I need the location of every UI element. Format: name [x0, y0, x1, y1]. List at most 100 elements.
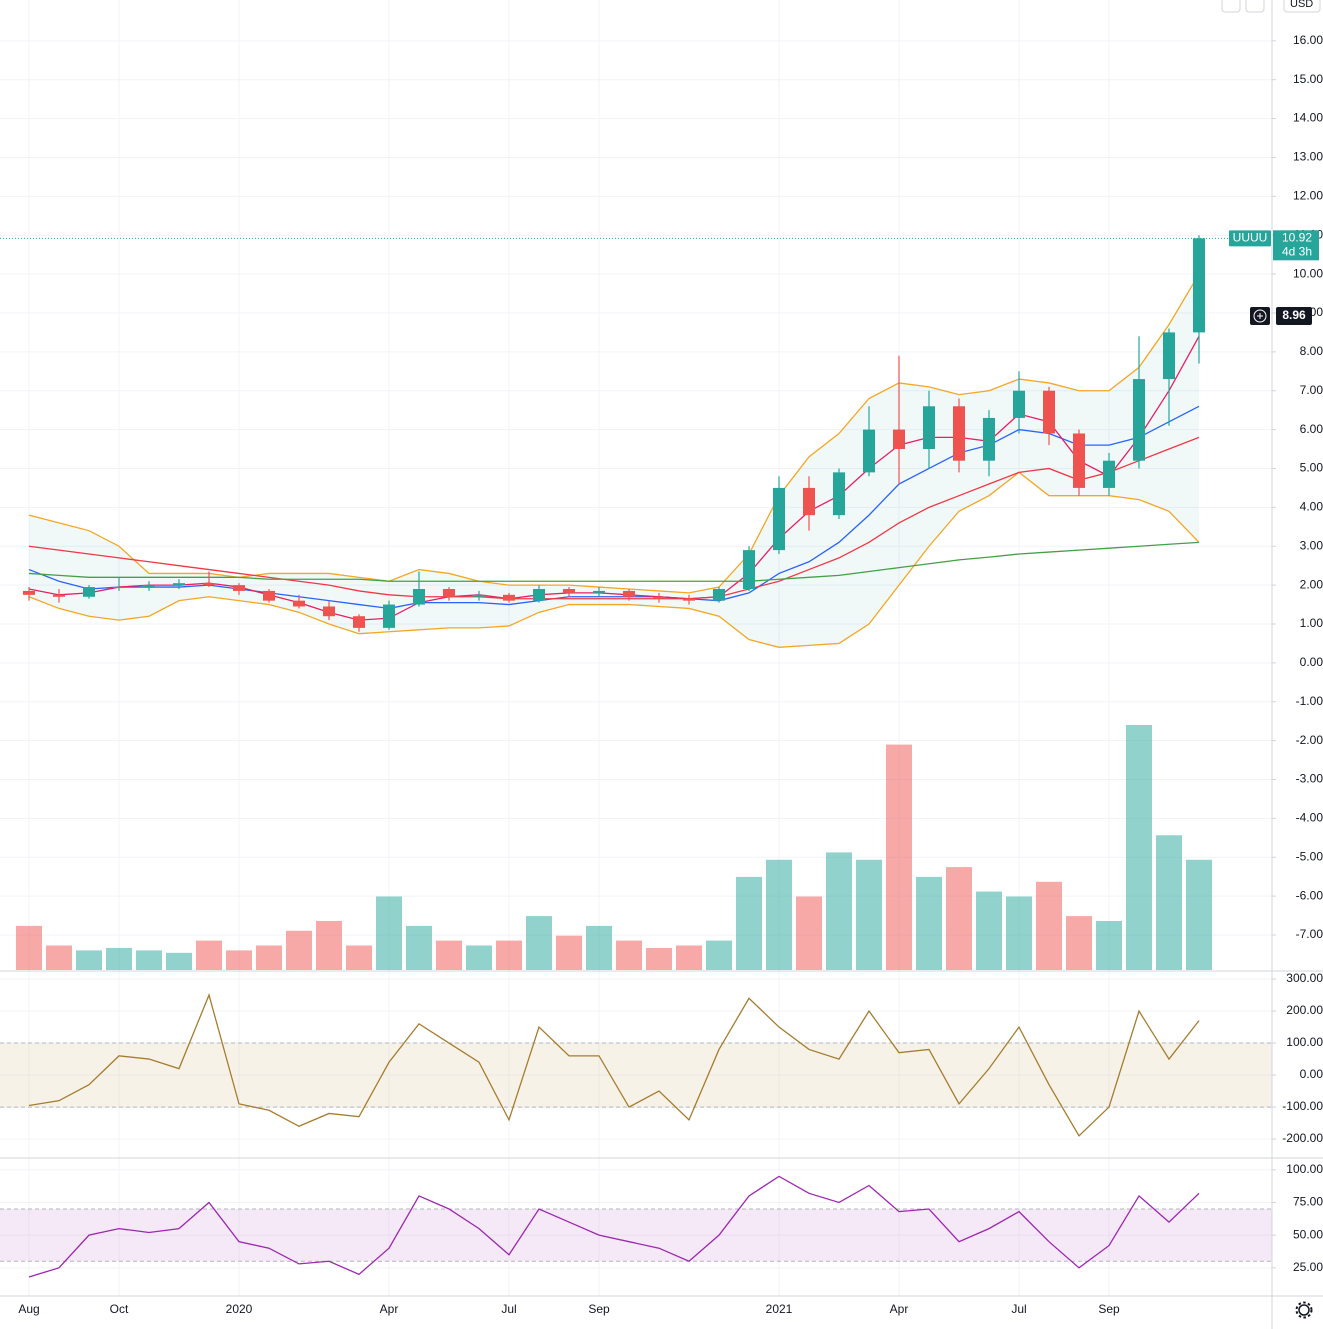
rsi-line [28, 1175, 1200, 1278]
candle-body [743, 550, 755, 589]
y-tick-label: -4.00 [1296, 811, 1323, 825]
band-fill [29, 274, 1199, 648]
symbol-label: UUUU [1233, 230, 1268, 244]
candle-body [383, 604, 395, 628]
x-tick-label: Apr [380, 1302, 399, 1316]
volume-bar [766, 859, 792, 970]
candle-body [1103, 460, 1115, 488]
currency-label[interactable]: USD [1290, 0, 1313, 10]
candle-body [893, 429, 905, 450]
candle-body [353, 616, 365, 628]
volume-bar [256, 945, 282, 970]
volume-bar [676, 945, 702, 970]
volume-bar [226, 950, 252, 970]
gear-icon[interactable] [1298, 1304, 1310, 1316]
x-tick-label: 2020 [226, 1302, 253, 1316]
overlay-line [28, 335, 1200, 621]
volume-bar [106, 947, 132, 970]
symbol-tag [1229, 230, 1271, 247]
y-tick-label: -3.00 [1296, 772, 1323, 786]
y-tick-label: 0.00 [1300, 655, 1323, 669]
candle-body [593, 590, 605, 593]
volume-bar [286, 930, 312, 970]
candle-body [323, 606, 335, 617]
candle-body [1073, 433, 1085, 488]
y-tick-label: 5.00 [1300, 461, 1323, 475]
y-tick-label: 4.00 [1300, 500, 1323, 514]
volume-bar [1156, 835, 1182, 970]
volume-bar [1066, 916, 1092, 970]
y-tick-label: 15.00 [1293, 72, 1323, 86]
grid [0, 0, 1272, 1296]
y-tick-label: 300.00 [1286, 971, 1323, 985]
candle-body [863, 429, 875, 473]
x-tick-label: Aug [18, 1302, 39, 1316]
candle-body [803, 487, 815, 516]
overlay-line [28, 405, 1200, 610]
volume-bar [826, 852, 852, 970]
candle-body [623, 590, 635, 597]
cci-line [28, 993, 1200, 1137]
volume-bar [46, 945, 72, 970]
overlay-line [28, 273, 1200, 594]
y-tick-label: 12.00 [1293, 189, 1323, 203]
volume-bar [436, 940, 462, 970]
volume-bar [916, 876, 942, 970]
volume-bar [346, 945, 372, 970]
x-tick-label: 2021 [766, 1302, 793, 1316]
y-tick-label: -2.00 [1296, 733, 1323, 747]
y-tick-label: 75.00 [1293, 1195, 1323, 1209]
candle-body [53, 594, 65, 597]
settings-gear[interactable] [1295, 1301, 1313, 1319]
download-button[interactable] [1221, 0, 1241, 13]
volume-bar [526, 916, 552, 970]
y-tick-label: 200.00 [1286, 1003, 1323, 1017]
gear-teeth[interactable] [1295, 1301, 1313, 1319]
candle-body [713, 588, 725, 601]
y-tick-label: 10.00 [1293, 266, 1323, 280]
y-tick-label: -1.00 [1296, 694, 1323, 708]
volume-bar [646, 947, 672, 970]
y-tick-label: 14.00 [1293, 111, 1323, 125]
candle-body [923, 406, 935, 450]
y-tick-label: -100.00 [1282, 1099, 1323, 1113]
candle-body [1043, 390, 1055, 434]
x-tick-label: Jul [1011, 1302, 1026, 1316]
volume-bar [1096, 921, 1122, 970]
candle-body [413, 588, 425, 605]
currency-button[interactable] [1283, 0, 1321, 13]
add-alert-plus[interactable] [1257, 313, 1263, 319]
x-tick-label: Apr [890, 1302, 909, 1316]
candle-body [473, 594, 485, 597]
y-tick-label: 7.00 [1300, 383, 1323, 397]
add-alert-icon[interactable] [1253, 309, 1267, 323]
snapshot-button[interactable] [1245, 0, 1265, 13]
candle-body [23, 590, 35, 595]
volume-bar [946, 867, 972, 970]
y-tick-label: 1.00 [1300, 616, 1323, 630]
y-tick-label: -6.00 [1296, 888, 1323, 902]
y-tick-label: 13.00 [1293, 150, 1323, 164]
top-buttons[interactable]: USD [1221, 0, 1321, 13]
candle-body [773, 487, 785, 551]
last-price-label: 10.92 [1282, 230, 1312, 244]
candle-body [173, 583, 185, 586]
y-tick-label: 50.00 [1293, 1227, 1323, 1241]
volume-bar [406, 925, 432, 970]
candle-body [83, 587, 95, 597]
y-tick-label: -5.00 [1296, 849, 1323, 863]
volume-bar [856, 859, 882, 970]
candle-body [1013, 390, 1025, 418]
y-tick-label: 100.00 [1286, 1035, 1323, 1049]
crosshair-label: 8.96 [1282, 308, 1306, 322]
candle-body [1163, 332, 1175, 380]
volume-bar [16, 925, 42, 970]
candle-body [443, 588, 455, 597]
x-tick-label: Sep [588, 1302, 610, 1316]
candle-body [833, 472, 845, 516]
volume-bar [1006, 896, 1032, 970]
candle-body [953, 406, 965, 461]
overlay-line [28, 471, 1200, 648]
